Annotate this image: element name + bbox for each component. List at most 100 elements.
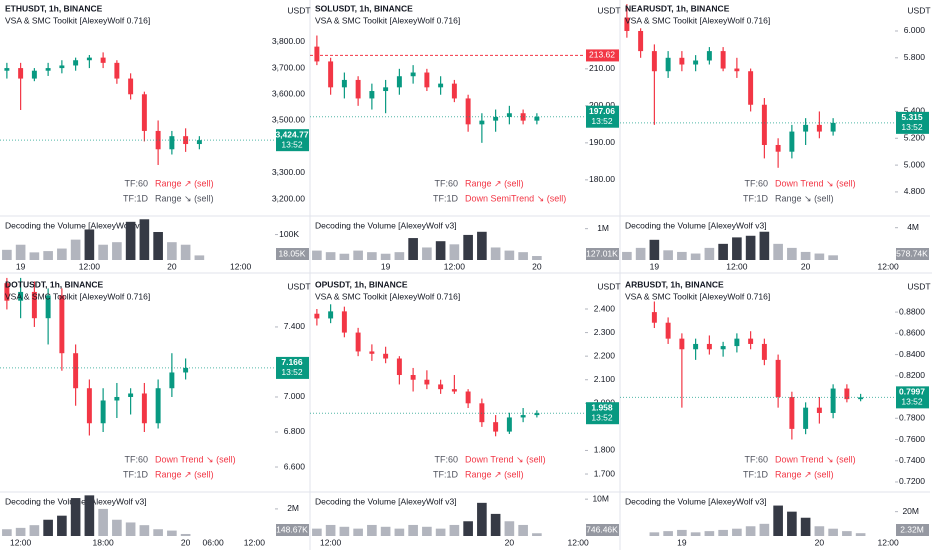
x-tick-label: 18:00 [92,537,114,547]
candle-body [4,68,10,71]
y-tick-label: 5.400 [904,106,926,116]
volume-bar [800,517,811,536]
x-tick-label: 19 [16,261,26,271]
y-tick-label: 0.7800 [899,413,925,423]
volume-bar [732,528,742,536]
volume-bar [814,253,825,260]
candle-body [45,68,51,71]
last-price-label: 3,424.77 [275,129,308,139]
y-tick-label: 0.8800 [899,306,925,316]
tf-label: TF:60 [744,178,768,188]
volume-bar [855,533,866,536]
volume-title: Decoding the Volume [AlexeyWolf v3] [5,220,147,230]
candle-body [734,338,740,347]
last-price-label: 1.958 [591,402,613,412]
volume-last-box [586,524,619,536]
y-tick-label: 2.400 [594,303,616,313]
candle-body [720,346,726,350]
x-tick-label: 12:00 [877,537,899,547]
volume-bar [477,502,487,536]
y-tick-label: 6.000 [904,25,926,35]
candle-body [169,136,175,150]
volume-last-label: 148.67K [276,524,308,534]
x-tick-label: 12:00 [79,261,101,271]
candle-body [328,61,334,88]
volume-bar [718,243,728,260]
candle-body [396,358,402,376]
tf-label: TF:1D [743,469,769,479]
volume-tick-label: 10M [592,493,609,503]
volume-bar [98,244,108,260]
countdown-label: 13:52 [281,139,303,149]
y-tick-label: 3,500.00 [272,115,305,125]
symbol-title: ETHUSDT, 1h, BINANCE [5,3,103,13]
y-tick-label: 190.00 [589,137,615,147]
candle-body [86,57,92,61]
symbol-title: ARBUSDT, 1h, BINANCE [625,279,724,289]
volume-bar [718,529,728,536]
volume-bar [518,252,528,260]
candle-body [651,51,657,72]
last-price-label: 7.166 [281,357,303,367]
volume-bar [325,252,336,260]
volume-bar [745,235,756,260]
indicator-title: VSA & SMC Toolkit [AlexeyWolf 0.716] [625,15,770,25]
volume-bar [745,526,756,536]
volume-bar [139,525,150,536]
indicator-title: VSA & SMC Toolkit [AlexeyWolf 0.716] [5,291,150,301]
candle-body [665,57,671,72]
volume-bar [422,526,432,536]
volume-bar [84,495,95,536]
candle-body [465,98,471,125]
volume-bar [449,244,460,260]
candle-body [18,68,24,79]
candle-body [775,359,781,398]
volume-bar [435,241,446,260]
volume-bar [312,250,322,260]
volume-bar [773,243,783,260]
y-tick-label: 3,300.00 [272,167,305,177]
volume-bar [380,526,391,536]
candle-body [169,372,175,389]
volume-bar [477,231,487,260]
y-tick-label: 6.600 [284,461,306,471]
candle-body [706,343,712,350]
candle-body [679,57,685,65]
volume-bar [29,252,40,260]
volume-bar [449,524,460,536]
candle-body [803,407,809,429]
volume-bar [814,526,825,536]
volume-bar [787,247,797,260]
candle-body [396,76,402,88]
x-tick-label: 12:00 [230,261,252,271]
volume-bar [649,239,660,260]
currency-label: USDT [597,281,620,291]
candle-body [73,353,79,389]
volume-tick-label: 2M [287,503,299,513]
candle-body [59,65,65,69]
volume-bar [759,231,770,260]
tf-status: Down Trend ↘ (sell) [775,454,856,464]
volume-bar [504,521,515,536]
candle-body [534,116,540,121]
volume-bar [732,237,742,260]
tf-status: Range ↘ (sell) [775,193,834,203]
tf-label: TF:1D [743,193,769,203]
volume-bar [490,513,501,536]
candle-body [844,388,850,400]
candle-body [679,338,685,350]
currency-label: USDT [907,5,930,15]
candle-body [465,391,471,404]
volume-bar [139,219,150,260]
volume-bar [690,532,701,536]
candle-body [775,144,781,152]
candle-body [73,60,79,66]
x-tick-label: 20 [801,261,811,271]
candle-body [624,17,630,31]
candle-body [748,71,754,105]
x-tick-label: 12:00 [444,261,466,271]
symbol-title: DOTUSDT, 1h, BINANCE [5,279,104,289]
last-price-label: 197.06 [589,106,615,116]
candle-body [369,351,375,354]
